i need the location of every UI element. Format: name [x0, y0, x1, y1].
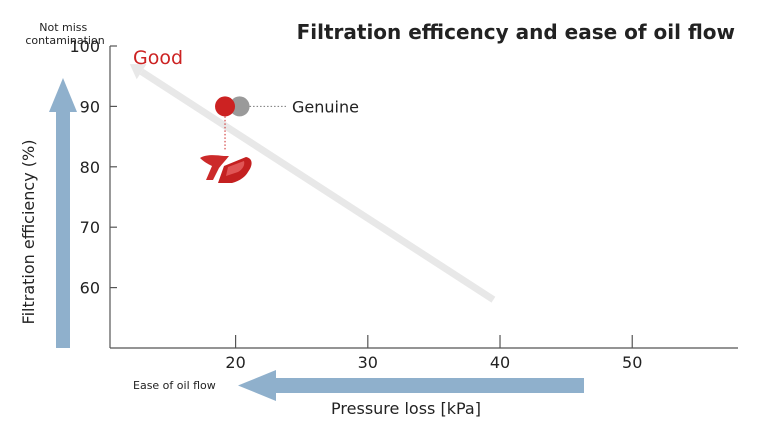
x-tick-label: 30: [358, 353, 378, 372]
y-direction-arrow: [49, 78, 77, 348]
data-points: Genuine: [215, 96, 359, 150]
y-tick-label: 80: [80, 158, 100, 177]
x-tick-label: 20: [225, 353, 245, 372]
y-tick-label: 60: [80, 279, 100, 298]
chart-title: Filtration efficency and ease of oil flo…: [297, 20, 735, 44]
trend-arrow: [129, 64, 496, 303]
x-tick-label: 40: [490, 353, 510, 372]
y-top-note-line1: Not miss: [39, 21, 87, 34]
logo-icon: [200, 155, 252, 183]
x-ticks: 20 30 40 50: [225, 335, 642, 372]
y-ticks: 60 70 80 90 100: [69, 37, 117, 298]
logo-point: [215, 96, 236, 117]
y-top-note-line2: contamination: [25, 34, 104, 47]
x-direction-arrow: [238, 370, 584, 401]
genuine-point: [229, 96, 250, 117]
genuine-label: Genuine: [292, 97, 359, 116]
y-top-note: Not miss contamination: [25, 21, 104, 47]
good-label: Good: [133, 47, 183, 69]
trend-arrow-head: [129, 64, 147, 80]
x-tick-label: 50: [622, 353, 642, 372]
y-tick-label: 100: [69, 37, 100, 56]
trend-arrow-shaft: [139, 68, 496, 303]
y-tick-label: 90: [80, 97, 100, 116]
y-tick-label: 70: [80, 218, 100, 237]
ease-of-oil-flow-label: Ease of oil flow: [133, 379, 216, 392]
x-axis-label: Pressure loss [kPa]: [331, 399, 481, 418]
y-axis-label: Filtration efficiency (%): [19, 140, 38, 325]
